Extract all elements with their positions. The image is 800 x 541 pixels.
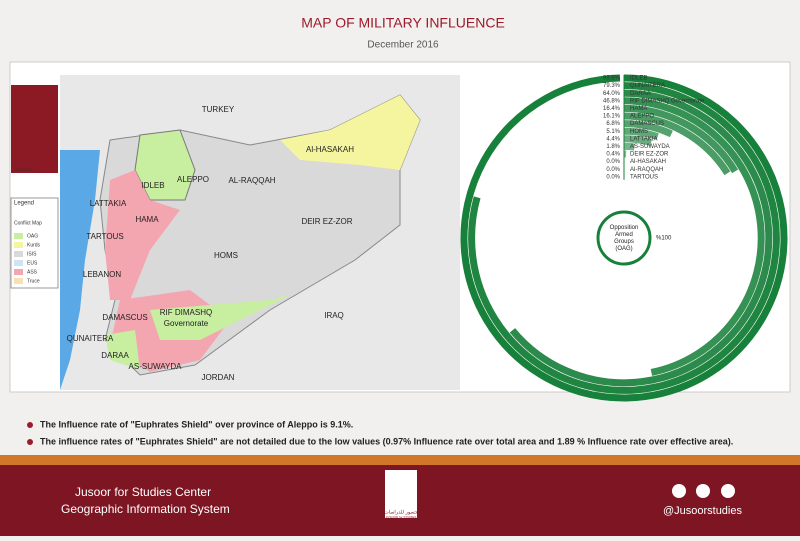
value-label: 4.4% <box>606 136 620 142</box>
value-label: 0.0% <box>606 167 620 173</box>
category-label: Al-RAQQAH <box>630 167 663 173</box>
footer-handle: @Jusoorstudies <box>663 505 743 517</box>
value-label: 5.1% <box>606 129 620 135</box>
map-label: ALEPPO <box>177 175 209 184</box>
facebook-icon[interactable] <box>672 484 686 498</box>
footer-dept: Geographic Information System <box>61 502 230 516</box>
center-value: %100 <box>656 236 672 242</box>
value-label: 16.4% <box>603 106 621 112</box>
map-label: DEIR EZ-ZOR <box>301 217 352 226</box>
legend-swatch <box>14 260 23 266</box>
logo-box <box>11 85 58 173</box>
category-label: AS-SUWAYDA <box>630 144 670 150</box>
map-label: Governorate <box>164 319 209 328</box>
legend-title: Legend <box>14 201 34 207</box>
category-label: DEIR EZ-ZOR <box>630 152 669 158</box>
map-label: DAMASCUS <box>102 313 147 322</box>
value-label: 64.0% <box>603 91 621 97</box>
value-label: 79.3% <box>603 83 621 89</box>
map-label: AS-SUWAYDA <box>129 362 183 371</box>
note: The influence rates of "Euphrates Shield… <box>40 436 733 446</box>
legend-swatch <box>14 233 23 239</box>
legend-label: ASS <box>27 269 38 275</box>
category-label: HOMS <box>630 129 648 135</box>
footer-stripe <box>0 455 800 465</box>
map-label: IDLEB <box>141 181 164 190</box>
map-label: QUNAITERA <box>67 334 114 343</box>
footer-org: Jusoor for Studies Center <box>75 485 211 499</box>
map-label: AL-RAQQAH <box>228 176 275 185</box>
map-label: DARAA <box>101 351 129 360</box>
legend-label: EUS <box>27 260 38 266</box>
value-label: 0.4% <box>606 152 620 158</box>
map-label: IRAQ <box>324 311 344 320</box>
map-label: JORDAN <box>202 373 235 382</box>
legend-swatch <box>14 278 23 284</box>
value-label: 0.0% <box>606 174 620 180</box>
legend-label: Kurds <box>27 242 41 248</box>
value-label: 16.1% <box>603 114 621 120</box>
legend-swatch <box>14 242 23 248</box>
google-icon[interactable] <box>721 484 735 498</box>
category-label: DAMASCUS <box>630 121 664 127</box>
category-label: HAMA <box>630 106 647 112</box>
category-label: Al-HASAKAH <box>630 159 666 165</box>
category-label: QUNAITERA <box>630 83 665 89</box>
note-bullet <box>27 422 33 428</box>
category-label: RIF DIMASHQ Governorate <box>630 98 705 104</box>
scale: 1:250,000 <box>15 167 34 172</box>
legend-swatch <box>14 269 23 275</box>
map-label: TARTOUS <box>86 232 123 241</box>
legend-label: ISIS <box>27 251 37 257</box>
category-label: TARTOUS <box>630 174 658 180</box>
legend-swatch <box>14 251 23 257</box>
twitter-icon[interactable] <box>696 484 710 498</box>
title: MAP OF MILITARY INFLUENCE <box>301 15 505 31</box>
subtitle: December 2016 <box>367 40 439 51</box>
value-label: 46.8% <box>603 98 621 104</box>
value-label: 6.8% <box>606 121 620 127</box>
note-bullet <box>27 439 33 445</box>
map-label: TURKEY <box>202 105 235 114</box>
note: The Influence rate of "Euphrates Shield"… <box>40 419 353 429</box>
legend-subtitle: Conflict Map <box>14 220 42 226</box>
legend-label: Truce <box>27 278 40 284</box>
map-label: HAMA <box>135 215 159 224</box>
map-label: HOMS <box>214 251 238 260</box>
legend-label: OAG <box>27 233 38 239</box>
map-label: LEBANON <box>83 270 121 279</box>
value-label: 1.8% <box>606 144 620 150</box>
value-label: 99.6% <box>603 76 621 82</box>
category-label: DARAA <box>630 91 651 97</box>
map-label: Al-HASAKAH <box>306 145 354 154</box>
value-label: 0.0% <box>606 159 620 165</box>
category-label: ALEPPO <box>630 114 654 120</box>
map-label: RIF DIMASHQ <box>160 308 212 317</box>
category-label: LATTAKIA <box>630 136 657 142</box>
footer-logo-en: JUSOOR for STUDIES <box>386 515 417 519</box>
map-label: LATTAKIA <box>90 199 127 208</box>
category-label: IDLEB <box>630 76 647 82</box>
